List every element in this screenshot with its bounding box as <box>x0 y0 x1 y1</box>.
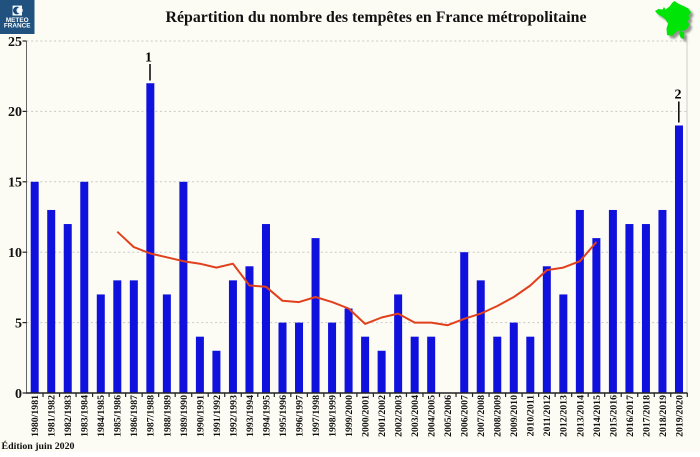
svg-text:5: 5 <box>15 316 22 331</box>
svg-text:2000/2001: 2000/2001 <box>361 395 372 437</box>
svg-text:2015/2016: 2015/2016 <box>608 395 619 437</box>
svg-text:2: 2 <box>675 88 682 103</box>
svg-text:1981/1982: 1981/1982 <box>47 395 58 437</box>
svg-text:10: 10 <box>8 246 22 261</box>
svg-text:1993/1994: 1993/1994 <box>245 395 256 437</box>
svg-text:1989/1990: 1989/1990 <box>179 395 190 437</box>
svg-text:1996/1997: 1996/1997 <box>294 395 305 437</box>
svg-text:1986/1987: 1986/1987 <box>129 395 140 437</box>
svg-text:1: 1 <box>145 51 152 66</box>
svg-text:2010/2011: 2010/2011 <box>526 395 537 436</box>
svg-text:2012/2013: 2012/2013 <box>559 395 570 437</box>
svg-text:1999/2000: 1999/2000 <box>344 395 355 437</box>
svg-text:2004/2005: 2004/2005 <box>427 395 438 437</box>
svg-text:2001/2002: 2001/2002 <box>377 395 388 437</box>
svg-text:1980/1981: 1980/1981 <box>30 395 41 437</box>
svg-text:1988/1989: 1988/1989 <box>162 395 173 437</box>
svg-text:2013/2014: 2013/2014 <box>575 395 586 437</box>
svg-text:1991/1992: 1991/1992 <box>212 395 223 437</box>
svg-text:2009/2010: 2009/2010 <box>509 395 520 437</box>
svg-text:2017/2018: 2017/2018 <box>641 395 652 437</box>
svg-text:METEO: METEO <box>6 17 29 24</box>
svg-text:2018/2019: 2018/2019 <box>658 395 669 437</box>
svg-text:1990/1991: 1990/1991 <box>195 395 206 437</box>
svg-text:1998/1999: 1998/1999 <box>327 395 338 437</box>
svg-text:Répartition du nombre des temp: Répartition du nombre des tempêtes en Fr… <box>166 9 587 26</box>
svg-text:2014/2015: 2014/2015 <box>592 395 603 437</box>
svg-text:1984/1985: 1984/1985 <box>96 395 107 437</box>
svg-text:2008/2009: 2008/2009 <box>493 395 504 437</box>
svg-text:1987/1988: 1987/1988 <box>146 395 157 437</box>
svg-text:FRANCE: FRANCE <box>4 23 31 30</box>
svg-text:Édition juin 2020: Édition juin 2020 <box>2 440 75 452</box>
svg-text:1985/1986: 1985/1986 <box>113 395 124 437</box>
svg-text:2002/2003: 2002/2003 <box>394 395 405 437</box>
svg-text:0: 0 <box>15 387 22 402</box>
svg-text:2011/2012: 2011/2012 <box>542 395 553 436</box>
svg-text:1992/1993: 1992/1993 <box>228 395 239 437</box>
svg-text:2019/2020: 2019/2020 <box>674 395 685 437</box>
svg-text:2006/2007: 2006/2007 <box>460 395 471 437</box>
svg-text:1983/1984: 1983/1984 <box>80 395 91 437</box>
svg-text:1982/1983: 1982/1983 <box>63 395 74 437</box>
svg-text:1997/1998: 1997/1998 <box>311 395 322 437</box>
svg-text:1994/1995: 1994/1995 <box>261 395 272 437</box>
svg-text:1995/1996: 1995/1996 <box>278 395 289 437</box>
svg-text:2003/2004: 2003/2004 <box>410 395 421 437</box>
svg-text:20: 20 <box>8 105 22 120</box>
svg-text:2005/2006: 2005/2006 <box>443 395 454 437</box>
svg-text:25: 25 <box>8 35 22 50</box>
svg-text:2007/2008: 2007/2008 <box>476 395 487 437</box>
svg-text:2016/2017: 2016/2017 <box>625 395 636 437</box>
svg-text:15: 15 <box>8 176 22 191</box>
